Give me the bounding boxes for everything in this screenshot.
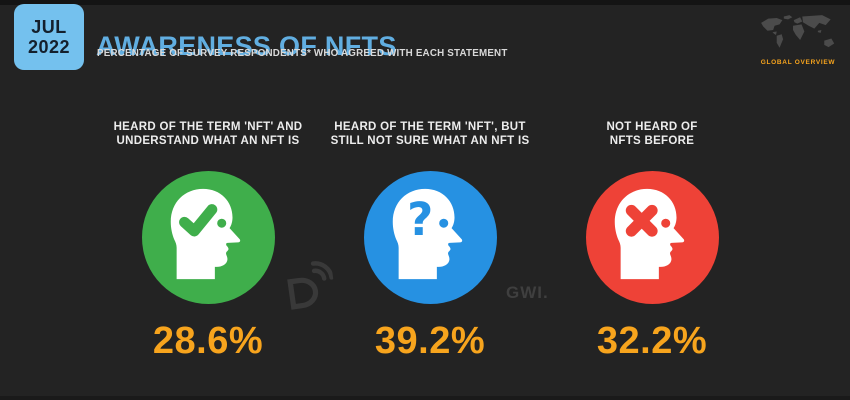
stat-circle-blue: ?	[363, 171, 497, 304]
stats-row: HEARD OF THE TERM 'NFT' AND UNDERSTAND W…	[97, 120, 763, 363]
world-map-icon	[761, 15, 835, 48]
top-edge-divider	[0, 0, 850, 5]
stat-value: 28.6%	[152, 320, 264, 362]
stat-column-not-heard-nft: NOT HEARD OF NFTS BEFORE 32.2%	[541, 120, 763, 363]
global-overview-label: GLOBAL OVERVIEW	[760, 59, 836, 66]
page-title: AWARENESS OF NFTS	[96, 31, 397, 62]
global-overview-block: GLOBAL OVERVIEW	[752, 13, 844, 66]
svg-text:?: ?	[407, 193, 433, 246]
stat-column-understand-nft: HEARD OF THE TERM 'NFT' AND UNDERSTAND W…	[97, 120, 319, 363]
stat-value: 39.2%	[374, 320, 486, 362]
stat-label: HEARD OF THE TERM 'NFT', BUT STILL NOT S…	[330, 121, 530, 148]
stat-value: 32.2%	[596, 320, 708, 362]
date-badge: JUL 2022	[14, 4, 84, 70]
stat-circle-red	[585, 171, 719, 304]
stat-column-not-sure-nft: HEARD OF THE TERM 'NFT', BUT STILL NOT S…	[319, 120, 541, 363]
date-month: JUL	[31, 16, 67, 37]
head-with-checkmark-icon	[170, 188, 241, 280]
stat-label: HEARD OF THE TERM 'NFT' AND UNDERSTAND W…	[113, 121, 303, 148]
page-subtitle: PERCENTAGE OF SURVEY RESPONDENTS* WHO AG…	[97, 48, 508, 59]
date-year: 2022	[27, 37, 71, 57]
head-with-x-icon	[614, 188, 685, 280]
stat-circle-green	[141, 171, 275, 304]
gwi-watermark: GWI.	[506, 283, 549, 302]
head-with-question-mark-icon: ?	[392, 188, 463, 280]
bottom-edge-divider	[0, 396, 850, 400]
stat-label: NOT HEARD OF NFTS BEFORE	[606, 121, 698, 148]
datareportal-logo-icon	[287, 261, 334, 310]
